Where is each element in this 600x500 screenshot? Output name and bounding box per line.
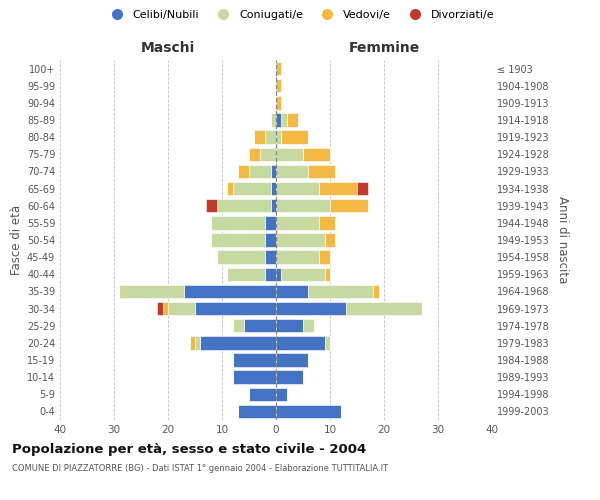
Bar	[325, 336, 330, 349]
Bar	[357, 182, 368, 196]
Bar	[276, 148, 303, 161]
Bar	[271, 114, 276, 126]
Bar	[233, 370, 276, 384]
Bar	[281, 130, 308, 144]
Bar	[319, 250, 330, 264]
Bar	[276, 268, 281, 281]
Bar	[276, 164, 308, 178]
Bar	[233, 182, 271, 196]
Legend: Celibi/Nubili, Coniugati/e, Vedovi/e, Divorziati/e: Celibi/Nubili, Coniugati/e, Vedovi/e, Di…	[101, 6, 499, 25]
Bar	[276, 250, 319, 264]
Y-axis label: Anni di nascita: Anni di nascita	[556, 196, 569, 284]
Bar	[265, 250, 276, 264]
Bar	[281, 268, 325, 281]
Bar	[276, 302, 346, 316]
Bar	[276, 284, 308, 298]
Text: Popolazione per età, sesso e stato civile - 2004: Popolazione per età, sesso e stato civil…	[12, 442, 366, 456]
Bar	[281, 114, 287, 126]
Bar	[276, 336, 325, 349]
Bar	[271, 199, 276, 212]
Bar	[276, 216, 319, 230]
Bar	[276, 370, 303, 384]
Bar	[276, 114, 281, 126]
Bar	[276, 182, 319, 196]
Bar	[190, 336, 195, 349]
Bar	[254, 130, 265, 144]
Bar	[119, 284, 184, 298]
Bar	[303, 319, 314, 332]
Bar	[211, 234, 265, 246]
Bar	[303, 148, 330, 161]
Bar	[271, 164, 276, 178]
Bar	[211, 216, 265, 230]
Bar	[308, 284, 373, 298]
Bar	[233, 354, 276, 366]
Bar	[276, 319, 303, 332]
Bar	[276, 130, 281, 144]
Bar	[287, 114, 298, 126]
Bar	[217, 199, 271, 212]
Bar	[184, 284, 276, 298]
Bar	[249, 388, 276, 401]
Bar	[271, 182, 276, 196]
Bar	[346, 302, 422, 316]
Bar	[325, 234, 335, 246]
Bar	[276, 199, 330, 212]
Bar	[217, 250, 265, 264]
Bar	[200, 336, 276, 349]
Bar	[319, 182, 357, 196]
Bar	[308, 164, 335, 178]
Bar	[195, 336, 200, 349]
Bar	[319, 216, 335, 230]
Bar	[265, 268, 276, 281]
Bar	[276, 354, 308, 366]
Bar	[249, 164, 271, 178]
Bar	[265, 216, 276, 230]
Y-axis label: Fasce di età: Fasce di età	[10, 205, 23, 275]
Bar	[227, 182, 233, 196]
Bar	[195, 302, 276, 316]
Text: Femmine: Femmine	[349, 41, 419, 55]
Bar	[163, 302, 168, 316]
Bar	[249, 148, 260, 161]
Bar	[265, 130, 276, 144]
Bar	[276, 79, 281, 92]
Bar	[330, 199, 368, 212]
Bar	[325, 268, 330, 281]
Bar	[244, 319, 276, 332]
Bar	[373, 284, 379, 298]
Bar	[260, 148, 276, 161]
Bar	[276, 96, 281, 110]
Bar	[157, 302, 163, 316]
Bar	[276, 404, 341, 418]
Text: COMUNE DI PIAZZATORRE (BG) - Dati ISTAT 1° gennaio 2004 - Elaborazione TUTTITALI: COMUNE DI PIAZZATORRE (BG) - Dati ISTAT …	[12, 464, 388, 473]
Bar	[276, 62, 281, 76]
Bar	[227, 268, 265, 281]
Bar	[276, 234, 325, 246]
Bar	[238, 404, 276, 418]
Text: Maschi: Maschi	[141, 41, 195, 55]
Bar	[238, 164, 249, 178]
Bar	[168, 302, 195, 316]
Bar	[265, 234, 276, 246]
Bar	[206, 199, 217, 212]
Bar	[276, 388, 287, 401]
Bar	[233, 319, 244, 332]
